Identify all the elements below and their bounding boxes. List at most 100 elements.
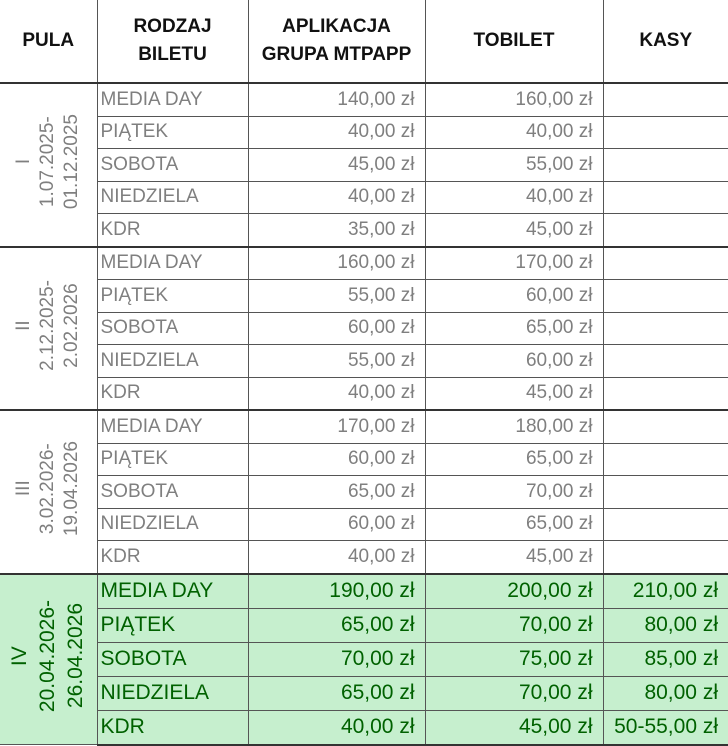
ticket-type-cell: NIEDZIELA [96,675,249,711]
ticket-type-cell: MEDIA DAY [96,572,249,609]
kasy-price-cell: 80,00 zł [602,607,728,643]
ticket-type-cell: KDR [96,376,249,411]
kasy-price-cell [602,245,728,280]
aplikacja-price-cell: 140,00 zł [247,82,426,117]
ticket-type-cell: KDR [96,540,249,574]
table-row: KDR 40,00 zł 45,00 zł [0,540,728,574]
tobilet-price-cell: 70,00 zł [424,607,604,643]
aplikacja-price-cell: 160,00 zł [247,245,426,280]
pula-date-from: 3.02.2026- [37,443,59,535]
pula-label: I 1.07.2025- 01.12.2025 [12,114,84,209]
tobilet-price-cell: 65,00 zł [424,311,604,345]
header-pula-label: PULA [22,30,75,51]
kasy-price-cell [602,475,728,509]
table-row: PIĄTEK 65,00 zł 70,00 zł 80,00 zł [0,607,728,643]
header-aplikacja: APLIKACJA GRUPA MTPAPP [247,0,426,84]
header-tobilet: TOBILET [424,0,604,84]
table-row: I 1.07.2025- 01.12.2025 MEDIA DAY 140,00 zł 1… [0,82,728,247]
aplikacja-price-cell: 170,00 zł [247,409,426,444]
kasy-price-cell: 50-55,00 zł [602,709,728,746]
table-row: PIĄTEK 60,00 zł 65,00 zł [0,442,728,476]
kasy-price-cell: 85,00 zł [602,641,728,677]
ticket-type-cell: MEDIA DAY [96,82,249,117]
tobilet-price-cell: 65,00 zł [424,442,604,476]
table-row: PIĄTEK 55,00 zł 60,00 zł [0,279,728,313]
tobilet-price-cell: 160,00 zł [424,82,604,117]
table-body: I 1.07.2025- 01.12.2025 MEDIA DAY 140,00 zł 1… [0,82,728,746]
ticket-type-cell: PIĄTEK [96,442,249,476]
aplikacja-price-cell: 60,00 zł [247,507,426,541]
kasy-price-cell [602,180,728,214]
kasy-price-cell [602,442,728,476]
aplikacja-price-cell: 55,00 zł [247,279,426,313]
pula-cell: III 3.02.2026- 19.04.2026 [0,409,98,574]
aplikacja-price-cell: 40,00 zł [247,180,426,214]
ticket-type-cell: MEDIA DAY [96,409,249,444]
ticket-type-cell: PIĄTEK [96,115,249,149]
table-row: SOBOTA 60,00 zł 65,00 zł [0,311,728,345]
aplikacja-price-cell: 65,00 zł [247,475,426,509]
kasy-price-cell: 80,00 zł [602,675,728,711]
ticket-type-cell: KDR [96,709,249,746]
pula-cell: IV 20.04.2026- 26.04.2026 [0,572,98,745]
header-rodzaj: RODZAJ BILETU [96,0,249,84]
pula-date-from: 20.04.2026- [36,600,60,713]
aplikacja-price-cell: 60,00 zł [247,442,426,476]
header-tobilet-label: TOBILET [473,30,555,51]
pula-date-to: 01.12.2025 [61,114,83,210]
ticket-type-cell: SOBOTA [96,148,249,182]
aplikacja-price-cell: 40,00 zł [247,115,426,149]
table-row: NIEDZIELA 60,00 zł 65,00 zł [0,507,728,541]
header-aplikacja-line1: APLIKACJA [282,16,391,37]
tobilet-price-cell: 40,00 zł [424,180,604,214]
aplikacja-price-cell: 65,00 zł [247,675,426,711]
tobilet-price-cell: 65,00 zł [424,507,604,541]
header-kasy-label: KASY [639,30,693,51]
table-row: IV 20.04.2026- 26.04.2026 MEDIA DAY 190,00 z… [0,572,728,745]
tobilet-price-cell: 45,00 zł [424,709,604,746]
ticket-type-cell: NIEDZIELA [96,507,249,541]
ticket-type-cell: SOBOTA [96,311,249,345]
kasy-price-cell: 210,00 zł [602,572,728,609]
aplikacja-price-cell: 40,00 zł [247,709,426,746]
aplikacja-price-cell: 55,00 zł [247,344,426,378]
tobilet-price-cell: 60,00 zł [424,344,604,378]
pula-label: II 2.12.2025- 2.02.2026 [12,280,84,371]
kasy-price-cell [602,507,728,541]
table-row: NIEDZIELA 65,00 zł 70,00 zł 80,00 zł [0,675,728,711]
ticket-type-cell: KDR [96,213,249,247]
kasy-price-cell [602,540,728,574]
tobilet-price-cell: 70,00 zł [424,675,604,711]
aplikacja-price-cell: 70,00 zł [247,641,426,677]
pula-cell: I 1.07.2025- 01.12.2025 [0,82,98,247]
kasy-price-cell [602,213,728,247]
ticket-type-cell: PIĄTEK [96,607,249,643]
ticket-type-cell: PIĄTEK [96,279,249,313]
pula-date-to: 19.04.2026 [61,441,83,537]
header-pula: PULA [0,0,98,84]
table-row: II 2.12.2025- 2.02.2026 MEDIA DAY 160,00 zł 1… [0,245,728,411]
table-row: SOBOTA 70,00 zł 75,00 zł 85,00 zł [0,641,728,677]
aplikacja-price-cell: 190,00 zł [247,572,426,609]
header-rodzaj-line1: RODZAJ [133,16,212,37]
pula-date-from: 1.07.2025- [37,116,59,208]
ticket-type-cell: SOBOTA [96,475,249,509]
ticket-type-cell: NIEDZIELA [96,180,249,214]
pula-number: IV [8,646,32,667]
pula-date-to: 2.02.2026 [61,282,83,368]
pula-cell: II 2.12.2025- 2.02.2026 [0,245,98,411]
tobilet-price-cell: 180,00 zł [424,409,604,444]
pula-number: I [13,159,35,165]
pula-number: III [13,480,35,497]
ticket-type-cell: NIEDZIELA [96,344,249,378]
header-aplikacja-line2: GRUPA MTPAPP [261,44,412,65]
tobilet-price-cell: 55,00 zł [424,148,604,182]
header-row: PULA RODZAJ BILETU APLIKACJA GRUPA MTPAPP … [0,0,728,84]
table-row: KDR 35,00 zł 45,00 zł [0,213,728,247]
pula-label: IV 20.04.2026- 26.04.2026 [6,600,90,712]
tobilet-price-cell: 40,00 zł [424,115,604,149]
kasy-price-cell [602,115,728,149]
table-row: III 3.02.2026- 19.04.2026 MEDIA DAY 170,00 z… [0,409,728,574]
header-rodzaj-line2: BILETU [138,44,207,65]
kasy-price-cell [602,344,728,378]
